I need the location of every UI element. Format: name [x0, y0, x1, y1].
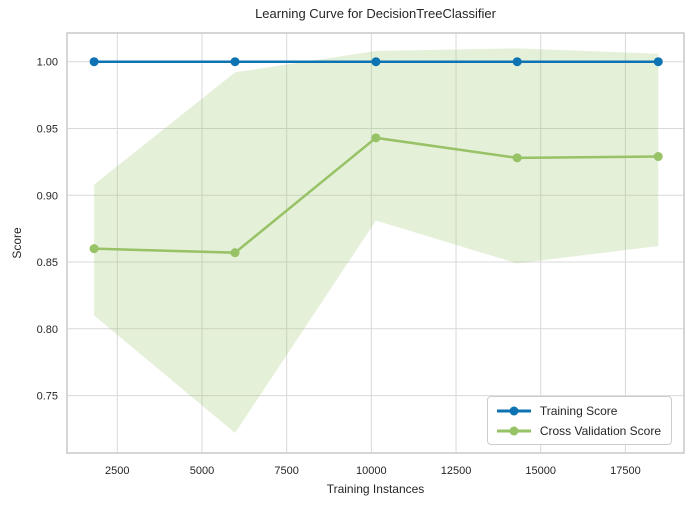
plot-border	[66, 32, 685, 454]
y-tick-label: 0.95	[37, 123, 58, 135]
legend-label-cross-validation-score: Cross Validation Score	[539, 423, 661, 438]
training-score-point	[371, 57, 381, 67]
chart-title: Learning Curve for DecisionTreeClassifie…	[255, 6, 496, 21]
cross-validation-score-point	[230, 248, 240, 258]
training-score-point	[512, 57, 522, 67]
y-tick-label: 0.75	[37, 391, 58, 403]
training-score-point	[653, 57, 663, 67]
y-tick-label: 0.80	[37, 324, 58, 336]
y-axis-label: Score	[10, 227, 24, 259]
legend-entry-training-score: Training Score	[496, 402, 661, 419]
cross-validation-score-point	[89, 244, 99, 254]
cross-validation-score-point	[512, 153, 522, 163]
x-tick-label: 10000	[356, 465, 387, 477]
y-tick-label: 1.00	[37, 57, 58, 69]
training-score-point	[89, 57, 99, 67]
cross-validation-score-swatch-dot	[509, 426, 519, 435]
training-score-swatch-dot	[509, 406, 519, 415]
x-tick-label: 2500	[105, 465, 129, 477]
legend-entry-cross-validation-score: Cross Validation Score	[496, 422, 661, 439]
x-tick-label: 12500	[441, 465, 472, 477]
cross-validation-score-point	[653, 152, 663, 162]
y-tick-label: 0.85	[37, 257, 58, 269]
cross-validation-score-swatch	[496, 425, 531, 436]
y-tick-label: 0.90	[37, 190, 58, 202]
legend: Training Score Cross Validation Score	[486, 396, 672, 445]
x-tick-label: 17500	[610, 465, 641, 477]
cross-validation-score-point	[371, 133, 381, 143]
x-tick-label: 5000	[190, 465, 214, 477]
x-axis-label: Training Instances	[326, 482, 425, 496]
x-tick-label: 15000	[525, 465, 556, 477]
x-tick-label: 7500	[274, 465, 298, 477]
training-score-swatch	[496, 405, 531, 416]
training-score-point	[230, 57, 240, 67]
cross-validation-score-band	[94, 48, 659, 433]
legend-label-training-score: Training Score	[539, 403, 618, 418]
